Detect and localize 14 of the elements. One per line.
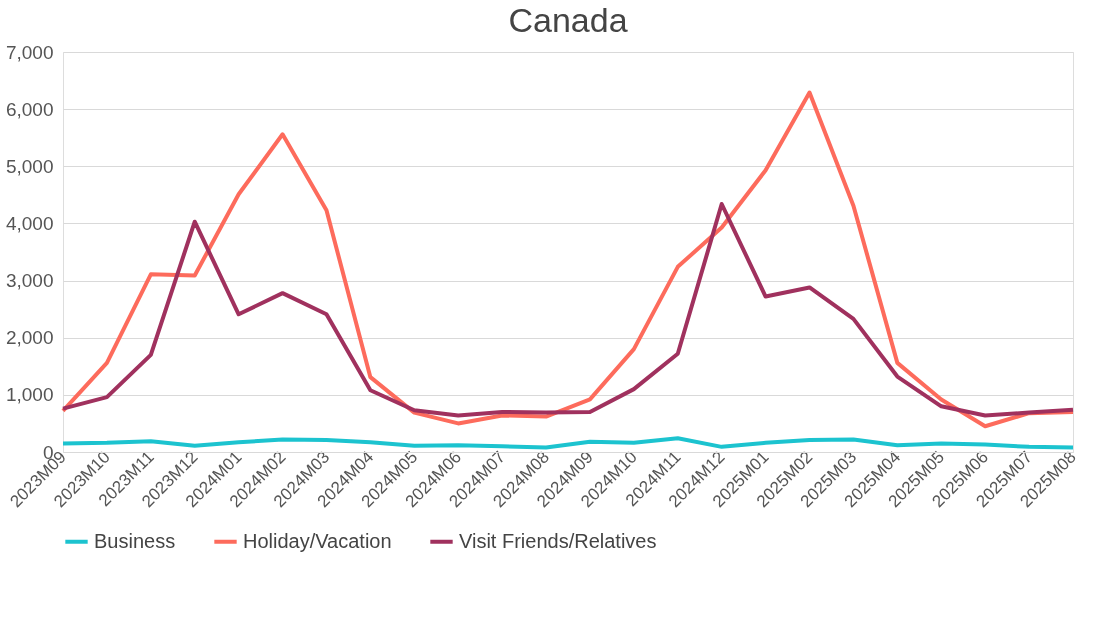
chart-title: Canada bbox=[508, 1, 628, 39]
line-series bbox=[61, 436, 1075, 450]
y-tick-label: 7,000 bbox=[5, 41, 54, 63]
y-tick-label: 5,000 bbox=[5, 155, 54, 177]
legend-label: Business bbox=[94, 529, 176, 552]
line-series bbox=[61, 202, 1075, 418]
y-tick-label: 2,000 bbox=[5, 327, 54, 349]
y-tick-label: 3,000 bbox=[5, 270, 54, 292]
y-tick-label: 4,000 bbox=[5, 212, 54, 234]
y-tick-label: 6,000 bbox=[5, 98, 54, 120]
y-tick-label: 1,000 bbox=[5, 384, 54, 406]
line-series bbox=[61, 90, 1075, 429]
legend-label: Holiday/Vacation bbox=[243, 529, 392, 552]
legend-label: Visit Friends/Relatives bbox=[459, 529, 657, 552]
